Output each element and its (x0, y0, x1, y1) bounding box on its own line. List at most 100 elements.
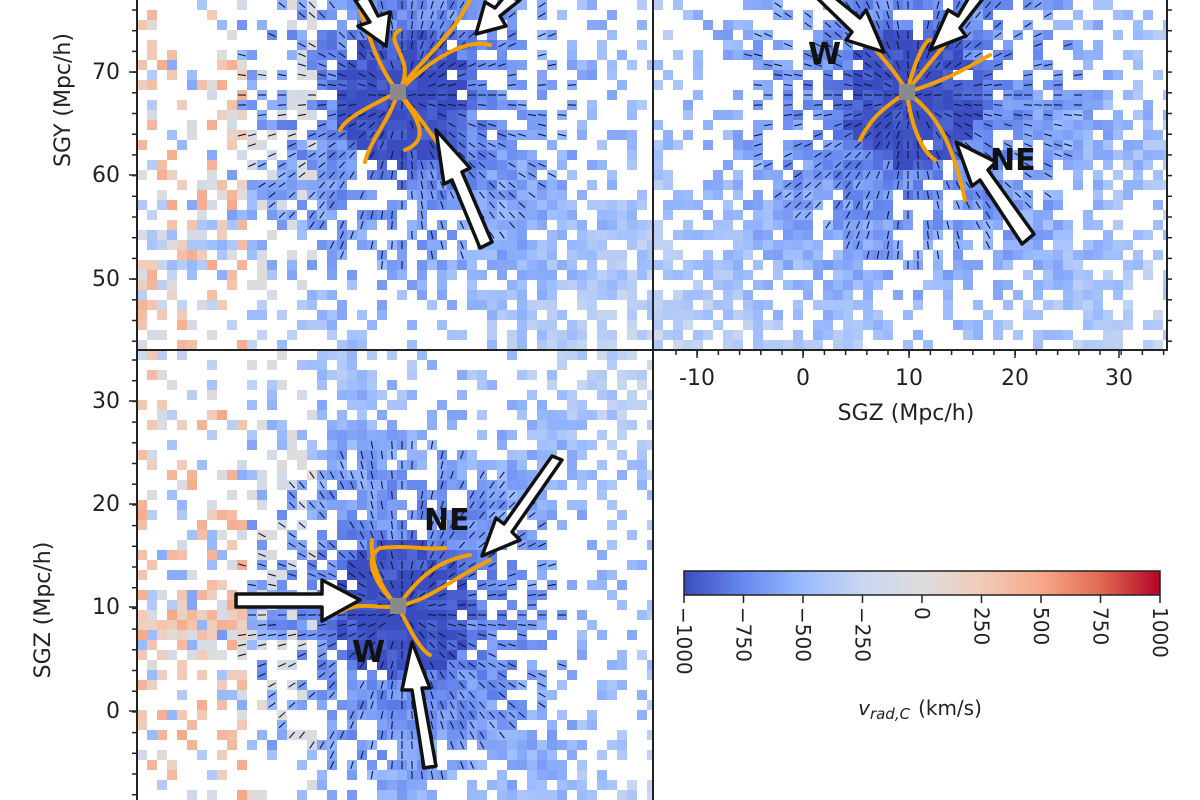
velocity-cell (337, 200, 347, 210)
velocity-cell (993, 160, 1003, 170)
velocity-quiver (430, 531, 434, 539)
velocity-cell (567, 670, 577, 680)
velocity-cell (597, 220, 607, 230)
velocity-cell (607, 690, 617, 700)
velocity-cell (367, 580, 377, 590)
velocity-cell (733, 290, 743, 300)
velocity-cell (487, 570, 497, 580)
velocity-cell (883, 30, 893, 40)
velocity-cell (647, 660, 653, 670)
velocity-cell (1093, 200, 1103, 210)
velocity-cell (547, 510, 557, 520)
velocity-cell (1153, 250, 1163, 260)
velocity-quiver (267, 583, 277, 587)
velocity-cell (337, 560, 347, 570)
velocity-quiver (378, 592, 386, 598)
velocity-quiver (447, 83, 457, 87)
velocity-quiver (855, 171, 861, 179)
velocity-cell (337, 380, 347, 390)
velocity-cell (207, 610, 217, 620)
velocity-cell (557, 350, 567, 360)
velocity-cell (627, 790, 637, 800)
velocity-cell (1073, 250, 1083, 260)
velocity-cell (693, 310, 703, 320)
velocity-cell (1113, 130, 1123, 140)
velocity-quiver (917, 150, 919, 160)
velocity-cell (683, 310, 693, 320)
velocity-cell (487, 750, 497, 760)
velocity-cell (507, 790, 517, 800)
velocity-cell (577, 440, 587, 450)
velocity-cell (833, 290, 843, 300)
velocity-quiver (308, 191, 316, 199)
velocity-quiver (936, 1, 940, 9)
velocity-cell (237, 790, 247, 800)
velocity-cell (1063, 160, 1073, 170)
velocity-quiver (854, 151, 862, 159)
velocity-quiver (267, 624, 277, 626)
velocity-cell (367, 320, 377, 330)
velocity-cell (387, 110, 397, 120)
velocity-cell (637, 380, 647, 390)
velocity-cell (527, 220, 537, 230)
velocity-quiver (783, 104, 793, 106)
velocity-cell (227, 100, 237, 110)
velocity-cell (597, 160, 607, 170)
filament-tr-6 (905, 53, 992, 94)
velocity-quiver (896, 150, 900, 160)
arrow-tr-upper-right (928, 0, 985, 52)
velocity-cell (147, 240, 157, 250)
velocity-cell (237, 210, 247, 220)
velocity-cell (1033, 290, 1043, 300)
velocity-cell (147, 330, 157, 340)
velocity-quiver (974, 42, 982, 48)
velocity-cell (147, 300, 157, 310)
velocity-quiver (449, 191, 455, 199)
velocity-cell (1093, 170, 1103, 180)
velocity-cell (1163, 230, 1167, 240)
velocity-cell (833, 300, 843, 310)
velocity-quiver (1064, 153, 1072, 157)
velocity-cell (247, 280, 257, 290)
velocity-cell (713, 230, 723, 240)
velocity-cell (723, 250, 733, 260)
velocity-cell (713, 30, 723, 40)
velocity-cell (597, 580, 607, 590)
velocity-cell (397, 720, 407, 730)
velocity-cell (167, 760, 177, 770)
velocity-cell (1093, 180, 1103, 190)
velocity-cell (683, 100, 693, 110)
velocity-quiver (459, 691, 465, 699)
velocity-quiver (478, 161, 486, 169)
velocity-cell (833, 110, 843, 120)
velocity-quiver (348, 561, 356, 569)
velocity-quiver (974, 52, 982, 58)
velocity-cell (843, 270, 853, 280)
velocity-cell (577, 640, 587, 650)
velocity-cell (607, 30, 617, 40)
velocity-cell (683, 230, 693, 240)
velocity-cell (267, 550, 277, 560)
velocity-cell (547, 310, 557, 320)
velocity-quiver (410, 170, 414, 180)
velocity-quiver (370, 740, 374, 750)
velocity-cell (387, 700, 397, 710)
velocity-quiver (419, 631, 425, 639)
velocity-cell (487, 690, 497, 700)
velocity-cell (1033, 170, 1043, 180)
velocity-cell (607, 10, 617, 20)
velocity-quiver (854, 122, 862, 128)
velocity-cell (1103, 0, 1113, 10)
velocity-quiver (1044, 172, 1052, 178)
velocity-cell (537, 490, 547, 500)
velocity-cell (763, 210, 773, 220)
arrow-bl-left (234, 578, 362, 623)
velocity-cell (137, 200, 147, 210)
velocity-quiver (479, 711, 485, 719)
velocity-quiver (853, 83, 863, 87)
velocity-cell (477, 200, 487, 210)
velocity-quiver (518, 201, 526, 209)
velocity-cell (487, 380, 497, 390)
velocity-cell (607, 330, 617, 340)
velocity-cell (307, 440, 317, 450)
